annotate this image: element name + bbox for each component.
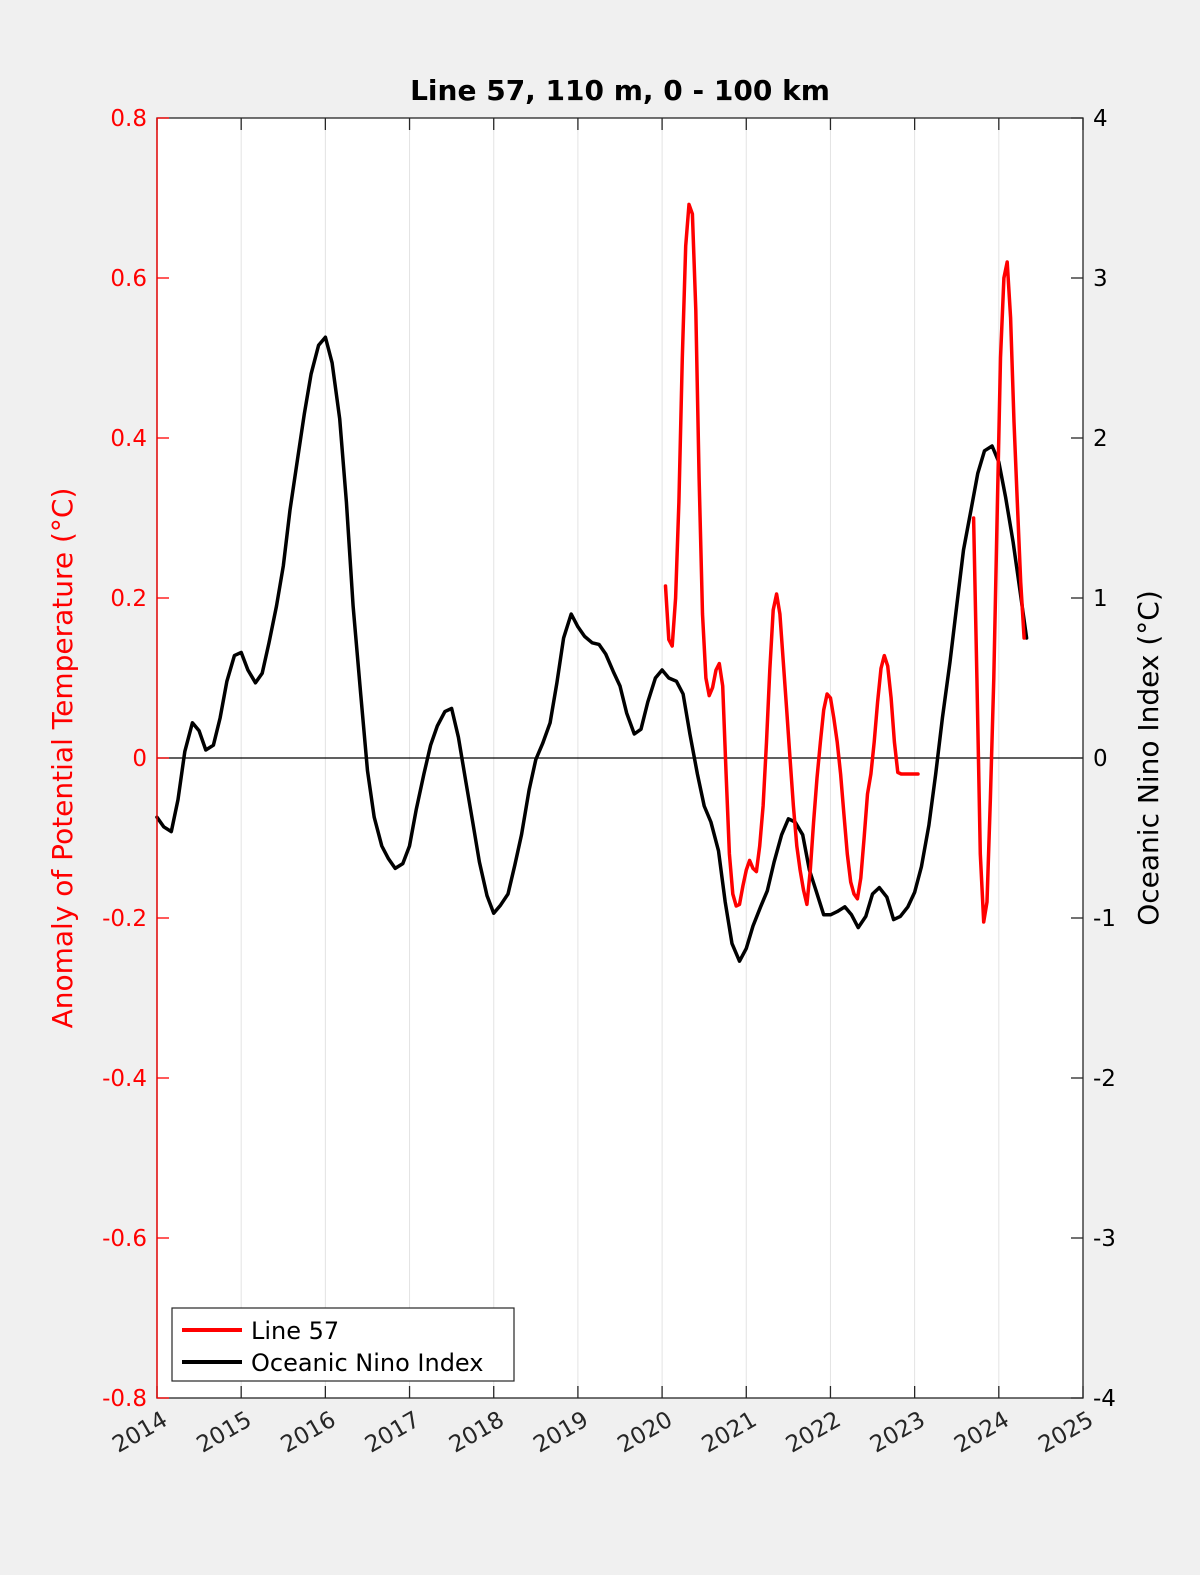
x-tick-label: 2015: [192, 1407, 256, 1459]
x-tick-label: 2020: [613, 1407, 677, 1459]
x-tick-label: 2016: [277, 1407, 341, 1459]
y-left-tick-label: 0.6: [110, 266, 147, 292]
x-tick-label: 2014: [108, 1407, 172, 1459]
legend-label-line57: Line 57: [251, 1317, 339, 1345]
y-right-tick-label: 4: [1093, 106, 1108, 132]
x-tick-label: 2022: [782, 1407, 846, 1459]
y-left-tick-label: -0.6: [102, 1226, 147, 1252]
y-right-tick-label: -2: [1093, 1066, 1116, 1092]
y-left-axis: -0.8 -0.6 -0.4 -0.2 0 0.2 0.4 0.6 0.8: [102, 106, 169, 1412]
legend: Line 57 Oceanic Nino Index: [171, 1307, 515, 1382]
y-right-tick-label: -1: [1093, 906, 1116, 932]
y-right-tick-label: -4: [1093, 1386, 1116, 1412]
y-right-tick-label: 1: [1093, 586, 1108, 612]
y-right-tick-label: 3: [1093, 266, 1108, 292]
y-right-axis: -4 -3 -2 -1 0 1 2 3 4: [1071, 106, 1116, 1412]
y-left-tick-label: 0.4: [110, 426, 147, 452]
y-right-tick-label: -3: [1093, 1226, 1116, 1252]
x-tick-label: 2021: [698, 1407, 762, 1459]
series-layer: [155, 202, 1029, 963]
x-tick-label: 2017: [361, 1407, 425, 1459]
x-tick-label: 2019: [529, 1407, 593, 1459]
y-right-axis-title: Oceanic Nino Index (°C): [1132, 590, 1165, 926]
series-line57: [971, 260, 1026, 924]
legend-label-oni: Oceanic Nino Index: [251, 1349, 483, 1377]
y-left-tick-label: 0.8: [110, 106, 147, 132]
x-tick-label: 2018: [445, 1407, 509, 1459]
y-right-tick-label: 2: [1093, 426, 1108, 452]
series-line57: [663, 202, 920, 908]
y-left-tick-label: -0.8: [102, 1386, 147, 1412]
x-tick-label: 2025: [1034, 1407, 1098, 1459]
y-left-tick-label: 0.2: [110, 586, 147, 612]
x-tick-label: 2023: [866, 1407, 930, 1459]
y-left-axis-title: Anomaly of Potential Temperature (°C): [46, 488, 79, 1029]
chart-title: Line 57, 110 m, 0 - 100 km: [410, 74, 830, 107]
series-oni: [155, 335, 1029, 963]
y-right-tick-label: 0: [1093, 746, 1108, 772]
x-tick-label: 2024: [950, 1407, 1014, 1459]
y-left-tick-label: -0.4: [102, 1066, 147, 1092]
y-left-tick-label: -0.2: [102, 906, 147, 932]
legend-box: [171, 1307, 515, 1382]
y-left-tick-label: 0: [132, 746, 147, 772]
